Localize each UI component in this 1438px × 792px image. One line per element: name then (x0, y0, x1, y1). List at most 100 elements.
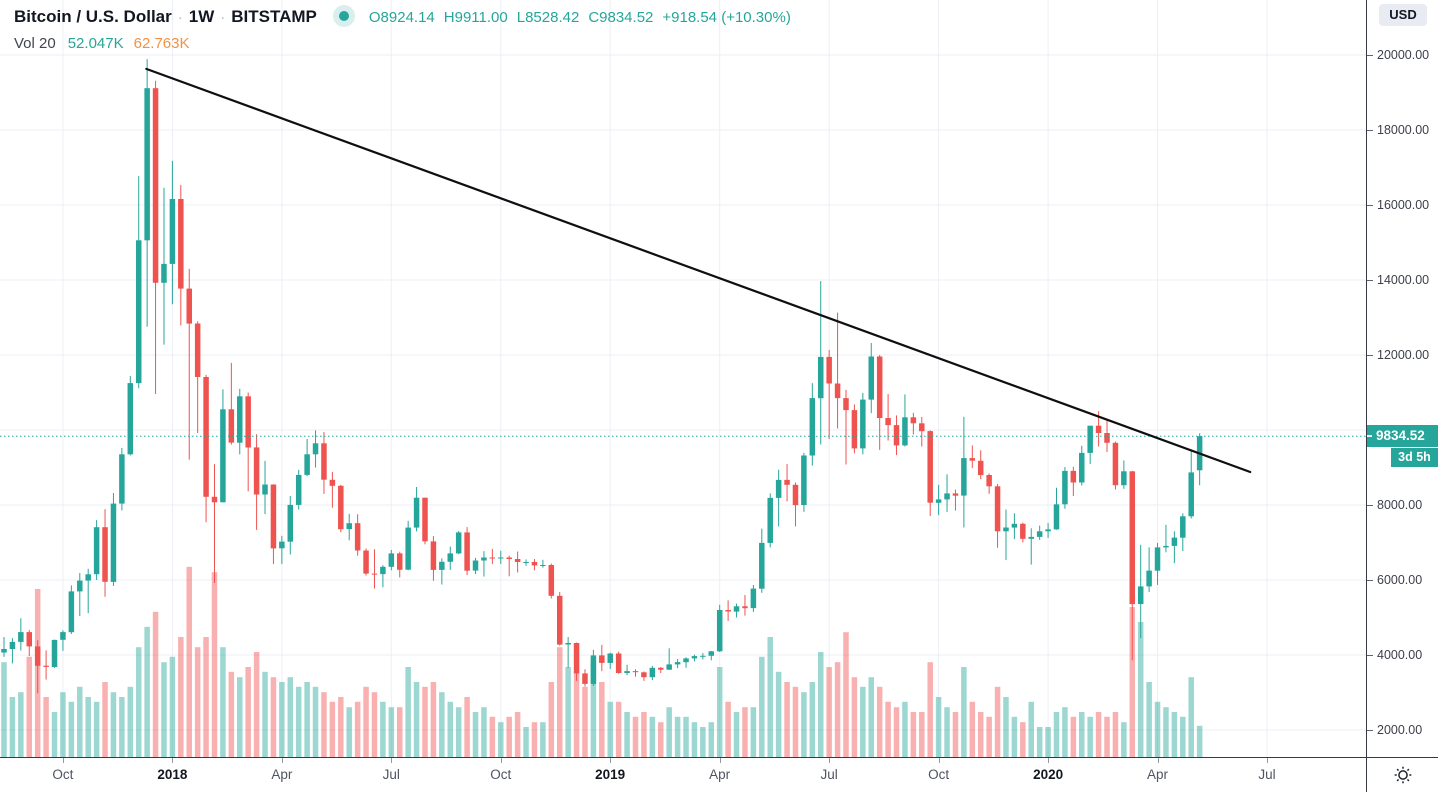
volume-bar (422, 686, 428, 757)
candle (599, 655, 605, 663)
candle (1079, 452, 1085, 483)
volume-bar (262, 671, 268, 757)
volume-bar (354, 701, 361, 757)
volume-bar (455, 707, 462, 757)
candle (809, 398, 816, 456)
volume-bar (565, 667, 571, 757)
candle (287, 504, 294, 542)
volume-bar (447, 701, 454, 757)
volume-bar (371, 692, 378, 757)
volume-bar (843, 632, 849, 757)
candle (152, 88, 159, 283)
candle (1070, 470, 1077, 483)
volume-bar (893, 707, 900, 757)
candle (34, 646, 41, 666)
time-tick-label: 2019 (580, 758, 640, 782)
volume-bar (742, 707, 748, 757)
candle (1163, 545, 1169, 548)
volume-bar (615, 701, 622, 757)
volume-bar (1, 662, 7, 757)
change-value: +918.54 (+10.30%) (662, 9, 791, 26)
candle (1003, 527, 1009, 532)
candle (338, 485, 344, 530)
trendline-drawing[interactable] (145, 67, 1252, 474)
gear-icon (1394, 766, 1412, 784)
volume-bar (489, 716, 496, 757)
candle (1053, 504, 1060, 530)
candle (1087, 425, 1093, 453)
volume-indicator-label[interactable]: Vol 20 (14, 35, 56, 52)
candle (700, 655, 706, 657)
volume-bar (1070, 716, 1077, 757)
candlesticks[interactable] (1, 59, 1203, 694)
volume-bar (784, 682, 790, 757)
volume-bar (624, 712, 630, 757)
candle (295, 474, 302, 505)
time-axis[interactable]: Oct 2018 Apr Jul Oct 2019 Apr Jul Oct 2020 Apr Jul (0, 757, 1366, 792)
candle (902, 417, 908, 446)
volume-bar (775, 671, 782, 757)
candle (927, 431, 933, 503)
volume-bar (60, 692, 66, 757)
candle (1095, 425, 1102, 433)
volume-bar (1028, 701, 1034, 757)
volume-bar (1053, 712, 1060, 757)
volume-bar (767, 637, 773, 757)
market-status-icon[interactable] (332, 5, 355, 28)
candlestick-chart[interactable] (0, 0, 1366, 757)
price-tick-label: 4000.00 (1366, 648, 1423, 662)
candle (1146, 570, 1152, 587)
candle (944, 493, 950, 500)
candle (935, 499, 942, 503)
volume-bar (93, 701, 100, 757)
candle (9, 641, 16, 649)
candle (1171, 537, 1178, 546)
candle (68, 591, 75, 633)
time-tick-label: Oct (909, 758, 969, 782)
candle (784, 479, 790, 485)
volume-bar (961, 667, 967, 757)
time-tick-label: 2018 (142, 758, 202, 782)
time-tick-label: Jul (1237, 758, 1297, 782)
candle (1129, 471, 1136, 605)
volume-bar (1171, 712, 1178, 757)
low-value: 8528.42 (525, 9, 580, 26)
candle (1011, 523, 1018, 528)
price-axis[interactable]: USD 20000.00 18000.00 16000.00 14000.00 1200… (1366, 0, 1438, 757)
candle (531, 562, 538, 566)
candle (262, 484, 268, 495)
candle (506, 557, 512, 559)
currency-toggle-usd[interactable]: USD (1379, 4, 1427, 26)
volume-ma-value: 62.763K (133, 35, 190, 52)
volume-bar (700, 727, 706, 757)
candle (60, 632, 66, 640)
candle (994, 486, 1001, 532)
volume-bar (876, 686, 883, 757)
candle (826, 356, 832, 384)
volume-bar (1003, 697, 1009, 757)
volume-bar (161, 662, 167, 757)
candle (977, 460, 984, 476)
volume-bar (902, 701, 908, 757)
volume-bar (363, 686, 369, 757)
exchange-label[interactable]: BITSTAMP (231, 7, 317, 26)
candle (817, 356, 824, 399)
candle (775, 479, 782, 498)
chart-canvas[interactable]: Bitcoin / U.S. Dollar · 1W · BITSTAMP O8924.1… (0, 0, 1366, 757)
volume-bar (691, 722, 698, 757)
volume-bar (674, 716, 681, 757)
volume-bar (194, 647, 201, 757)
symbol-title[interactable]: Bitcoin / U.S. Dollar (14, 7, 172, 26)
volume-bar (944, 707, 950, 757)
candle (464, 532, 470, 571)
candle (439, 561, 445, 570)
candle (1137, 586, 1144, 604)
axis-settings-button[interactable] (1393, 765, 1413, 785)
interval-label[interactable]: 1W (188, 7, 215, 26)
candle (220, 409, 226, 503)
candle (127, 383, 134, 455)
candle (1036, 531, 1043, 537)
candle (102, 527, 108, 582)
volume-bar (110, 692, 117, 757)
